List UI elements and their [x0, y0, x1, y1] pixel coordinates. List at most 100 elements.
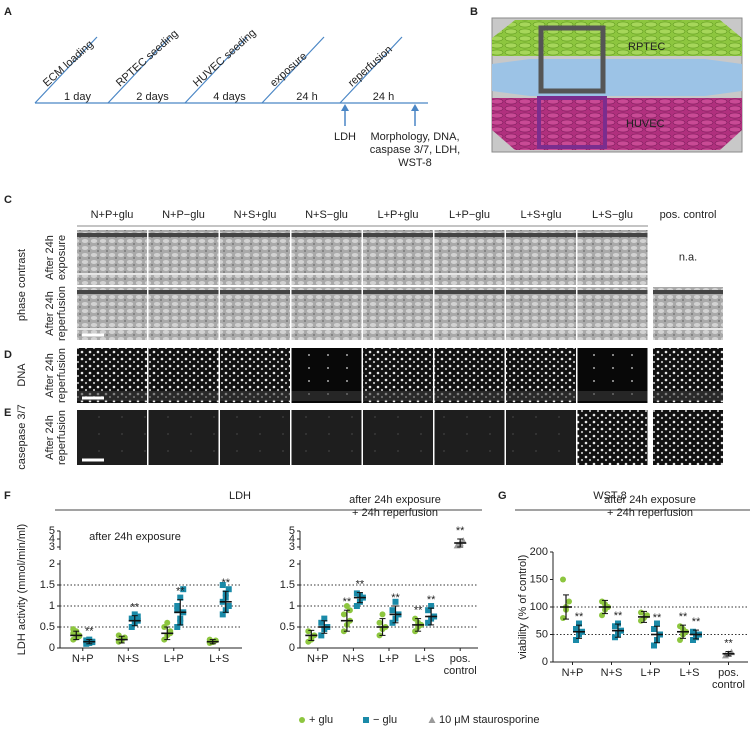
x-tick-label: N+S [342, 653, 365, 665]
step-line [34, 36, 98, 104]
column-header: L+P+glu [378, 209, 419, 221]
row-label: reperfusion [56, 286, 68, 341]
data-point [566, 598, 572, 605]
medium-channel [492, 59, 742, 96]
panel-label: G [498, 490, 507, 502]
y-tick-label: 5 [289, 525, 295, 537]
x-tick-label: N+S [117, 653, 140, 665]
data-point [690, 628, 696, 635]
data-point [225, 603, 232, 609]
x-tick-label-box: L+S [415, 653, 435, 665]
data-point [425, 607, 432, 614]
data-point [318, 619, 325, 626]
channel-edge [577, 290, 648, 294]
data-point [425, 619, 432, 626]
data-point [219, 582, 226, 588]
micrograph [363, 230, 433, 285]
column-header: N+P−glu [162, 209, 205, 221]
channel-edge [653, 328, 723, 330]
significance: ** [679, 611, 688, 623]
significance: ** [653, 612, 662, 624]
y-tick-label: 2 [289, 558, 295, 570]
data-point [389, 607, 396, 614]
data-point [353, 603, 360, 609]
channel-edge [220, 290, 290, 294]
group-label: phase contrast [16, 249, 28, 321]
channel-edge [220, 233, 290, 237]
significance: ** [724, 637, 733, 649]
y-tick-label: 2 [49, 558, 55, 570]
row-label: After 24h [44, 353, 56, 398]
row-label: reperfusion [56, 410, 68, 465]
channel-edge [220, 273, 290, 275]
x-tick-label-box: pos. control [443, 653, 477, 677]
huvec-roi [537, 96, 607, 149]
y-tick-label: 5 [49, 525, 55, 537]
y-tick-label: 0.5 [40, 621, 55, 633]
y-tick-label: 1 [289, 600, 295, 612]
micrograph [363, 287, 433, 340]
row-label: After 24h [44, 235, 56, 280]
channel-edge [363, 273, 433, 275]
channel-edge [220, 391, 290, 401]
group-label: DNA [16, 363, 28, 387]
data-point [174, 607, 181, 614]
data-point [134, 613, 141, 620]
row-label: After 24h [44, 415, 56, 460]
data-point [180, 586, 187, 593]
readout-label: LDH [334, 131, 356, 143]
x-tick-label-box: L+S [680, 667, 700, 679]
legend-marker [299, 717, 305, 723]
row-label: reperfusion [56, 348, 68, 403]
y-axis-label: viability (% of control) [517, 555, 529, 660]
y-tick-label: 200 [530, 546, 548, 558]
micrograph [148, 230, 219, 285]
data-point [177, 594, 184, 601]
data-point [654, 620, 660, 627]
x-tick-label: pos. control [443, 653, 477, 677]
x-tick-label: L+P [379, 653, 399, 665]
duration-label: 1 day [64, 91, 91, 103]
y-tick-label: 0 [289, 642, 295, 654]
diagram-label: HUVEC [626, 118, 665, 130]
x-tick-label-box: N+S [342, 653, 365, 665]
column-header: L+S−glu [592, 209, 633, 221]
y-tick-label: 3 [289, 541, 295, 553]
channel-edge [577, 273, 648, 275]
significance: ** [343, 596, 352, 608]
panel-label: A [4, 6, 12, 18]
significance: ** [614, 610, 623, 622]
chart-subtitle: + 24h reperfusion [607, 507, 693, 519]
channel-edge [148, 233, 219, 237]
chart-subtitle: + 24h reperfusion [352, 507, 438, 519]
channel-edge [506, 328, 576, 330]
duration-label: 4 days [213, 91, 246, 103]
significance: ** [356, 578, 365, 590]
channel-edge [291, 391, 362, 401]
micrograph [291, 410, 362, 465]
data-point [174, 624, 181, 630]
chart-subtitle: after 24h exposure [604, 494, 696, 506]
column-header: L+P−glu [449, 209, 490, 221]
micrograph [506, 230, 576, 285]
micrograph [577, 287, 648, 340]
micrograph [653, 410, 723, 465]
x-tick-label: L+P [640, 667, 661, 679]
step-label: ECM loading [41, 38, 96, 89]
step-line [339, 36, 403, 104]
x-tick-label: L+P [163, 653, 184, 665]
micrograph [506, 287, 576, 340]
significance: ** [692, 616, 701, 628]
data-point [318, 632, 325, 639]
significance: ** [391, 592, 400, 604]
channel-edge [577, 233, 648, 237]
x-tick-label: N+P [71, 653, 94, 665]
column-header: N+S+glu [234, 209, 277, 221]
group-label: casepase 3/7 [16, 404, 28, 469]
data-point [428, 603, 435, 609]
row-label: After 24h [44, 291, 56, 336]
column-header: N+P+glu [91, 209, 134, 221]
y-axis-label: LDH activity (mmol/min/ml) [16, 524, 28, 655]
y-tick-label: 3 [49, 541, 55, 553]
step-label: HUVEC seeding [191, 27, 259, 90]
